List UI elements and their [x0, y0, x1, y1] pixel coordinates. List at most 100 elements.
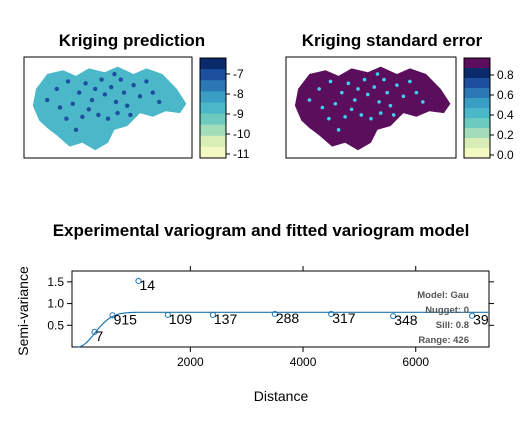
prediction-sample-point — [144, 79, 149, 84]
std-error-sample-point — [336, 128, 341, 132]
prediction-map-frame — [23, 56, 193, 159]
std-error-legend-frame — [463, 57, 491, 159]
prediction-sample-point — [77, 90, 82, 95]
x-tick-label: 4000 — [290, 355, 317, 369]
prediction-legend-tick-label: -10 — [233, 127, 251, 141]
std-error-sample-point — [359, 113, 364, 117]
std-error-legend-swatch — [464, 98, 490, 109]
prediction-sample-point — [105, 116, 111, 121]
std-error-sample-point — [421, 100, 425, 104]
prediction-map — [32, 66, 187, 151]
prediction-legend-swatch — [200, 124, 226, 137]
prediction-sample-point — [93, 86, 98, 92]
model-parameter-text: Sill: 0.8 — [436, 320, 469, 331]
std-error-sample-point — [414, 90, 419, 95]
std-error-sample-point — [346, 81, 351, 86]
variogram-chart: 2000 4000 6000 0.5 1.0 1.5 7 915 14 109 137 288 317 3… — [47, 266, 494, 369]
y-tick-label: 0.5 — [47, 318, 64, 332]
std-error-legend-swatch — [464, 58, 490, 69]
std-error-sample-point — [377, 100, 381, 104]
std-error-sample-point — [327, 116, 331, 121]
std-error-sample-point — [353, 98, 357, 102]
prediction-legend-tick-label: -9 — [233, 107, 244, 121]
prediction-sample-point — [102, 92, 108, 97]
variogram-point — [209, 311, 216, 318]
variogram-point-label: 7 — [96, 328, 104, 344]
variogram-point — [109, 312, 116, 319]
std-error-legend-swatch — [464, 128, 490, 139]
fitted-model-curve — [77, 311, 489, 348]
prediction-legend-swatch — [200, 58, 226, 70]
prediction-legend-swatch — [200, 80, 226, 92]
prediction-legend-swatch — [200, 113, 226, 126]
std-error-sample-point — [340, 90, 344, 95]
variogram-point-label: 109 — [169, 311, 193, 327]
std-error-legend-tick-label: 0.8 — [497, 68, 514, 82]
prediction-sample-point — [131, 82, 136, 88]
std-error-sample-point — [378, 111, 383, 115]
prediction-sample-point — [57, 105, 63, 110]
variogram-point-label: 317 — [332, 310, 356, 326]
std-error-legend-swatch — [464, 138, 490, 149]
variogram-point — [271, 310, 278, 318]
prediction-sample-point — [80, 114, 85, 120]
x-tick-label: 6000 — [402, 355, 429, 369]
variogram-point — [328, 310, 335, 318]
std-error-sample-point — [382, 77, 386, 82]
prediction-sample-point — [99, 77, 104, 82]
variogram-plot-frame — [71, 270, 490, 348]
prediction-sample-point — [150, 90, 155, 95]
prediction-sample-point — [137, 94, 143, 99]
prediction-legend-swatch — [200, 135, 226, 148]
std-error-legend-tick-label: 0.6 — [497, 88, 514, 102]
prediction-sample-point — [121, 90, 127, 95]
prediction-legend-swatch — [200, 69, 226, 81]
variogram-point-label: 137 — [214, 311, 238, 327]
std-error-panel: Kriging standard error 0.8 0.6 0.4 0.2 0.0 — [285, 31, 514, 162]
prediction-sample-point — [125, 103, 130, 108]
std-error-sample-point — [343, 115, 347, 119]
variogram-point — [91, 328, 98, 335]
prediction-sample-point — [65, 79, 71, 84]
y-axis-label: Semi-variance — [15, 266, 31, 356]
std-error-legend-tick-label: 0.2 — [497, 128, 514, 142]
std-error-sample-point — [333, 101, 338, 106]
prediction-sample-point — [109, 84, 114, 90]
std-error-legend-swatch — [464, 108, 490, 119]
variogram-point-label: 915 — [114, 311, 138, 327]
std-error-region — [294, 66, 451, 151]
std-error-legend-swatch — [464, 88, 490, 99]
prediction-sample-point — [112, 71, 117, 77]
prediction-panel: Kriging prediction -7 -8 -9 -10 -11 — [23, 31, 251, 161]
std-error-legend: 0.8 0.6 0.4 0.2 0.0 — [463, 57, 514, 162]
prediction-sample-point — [54, 86, 59, 92]
std-error-sample-point — [388, 103, 393, 108]
prediction-sample-point — [118, 77, 124, 82]
std-error-sample-point — [395, 83, 399, 87]
std-error-legend-swatch — [464, 148, 490, 159]
std-error-sample-point — [375, 72, 380, 76]
std-error-map-frame — [285, 56, 457, 159]
variogram-title: Experimental variogram and fitted variog… — [53, 221, 470, 240]
std-error-sample-point — [320, 105, 325, 110]
variogram-point — [164, 311, 171, 318]
prediction-legend-swatch — [200, 146, 226, 159]
std-error-sample-point — [362, 77, 367, 82]
std-error-sample-point — [408, 79, 412, 84]
std-error-sample-point — [385, 90, 390, 95]
y-tick-label: 1.0 — [47, 297, 64, 311]
prediction-sample-point — [128, 112, 133, 118]
prediction-sample-point — [89, 97, 95, 103]
variogram-point — [135, 277, 142, 285]
std-error-title: Kriging standard error — [302, 31, 483, 50]
prediction-sample-point — [115, 110, 120, 116]
std-error-legend-tick-label: 0.4 — [497, 108, 514, 122]
prediction-sample-point — [64, 116, 69, 121]
model-parameter-text: Model: Gau — [417, 290, 469, 301]
prediction-legend-tick-label: -11 — [233, 147, 250, 161]
model-parameter-text: Nugget: 0 — [425, 305, 469, 316]
prediction-legend-swatch — [200, 102, 226, 115]
prediction-legend-swatch — [200, 91, 226, 103]
x-axis-label: Distance — [254, 388, 309, 404]
